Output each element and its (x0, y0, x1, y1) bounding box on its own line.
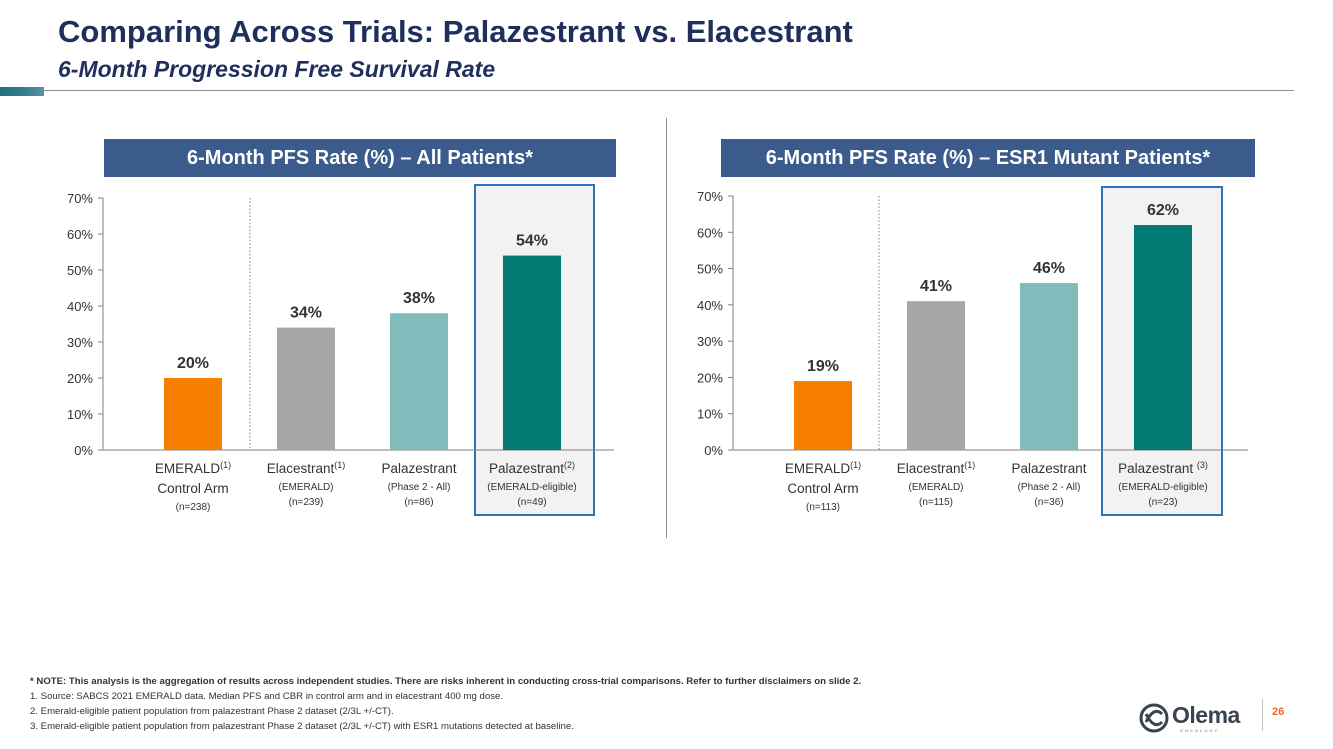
olema-logo-icon (1139, 703, 1169, 733)
y-tick-label: 50% (697, 262, 723, 277)
x-category-sublabel: Control Arm (787, 481, 858, 496)
bar (907, 301, 965, 450)
panel-divider (666, 118, 667, 538)
y-tick-label: 70% (697, 189, 723, 204)
footnote-3: 3. Emerald-eligible patient population f… (30, 721, 574, 732)
y-tick-label: 50% (67, 263, 93, 278)
logo-separator (1262, 699, 1263, 731)
x-category-n: (n=36) (1034, 497, 1063, 508)
footnote-1: 1. Source: SABCS 2021 EMERALD data. Medi… (30, 691, 504, 702)
x-category-n: (n=49) (517, 497, 546, 508)
y-tick-label: 60% (697, 225, 723, 240)
bar (277, 327, 335, 450)
x-category-label: Palazestrant (1011, 461, 1086, 476)
bar (794, 381, 852, 450)
y-tick-label: 60% (67, 227, 93, 242)
x-category-sublabel: (Phase 2 - All) (1018, 482, 1081, 493)
data-label: 20% (177, 355, 209, 372)
x-category-label: Elacestrant(1) (267, 460, 346, 476)
x-category-label: Palazestrant (3) (1118, 460, 1208, 476)
y-tick-label: 20% (697, 370, 723, 385)
slide-subtitle: 6-Month Progression Free Survival Rate (58, 56, 496, 82)
x-category-sublabel: (EMERALD) (908, 482, 963, 493)
bar (390, 313, 448, 450)
data-label: 41% (920, 278, 952, 295)
data-label: 34% (290, 305, 322, 322)
x-category-n: (n=113) (806, 502, 840, 513)
right-chart-title: 6-Month PFS Rate (%) – ESR1 Mutant Patie… (721, 139, 1255, 177)
y-tick-label: 30% (67, 335, 93, 350)
x-category-label: EMERALD(1) (785, 460, 861, 476)
x-category-n: (n=238) (176, 502, 211, 513)
logo-subtext: ONCOLOGY (1180, 728, 1220, 733)
bar (503, 255, 561, 450)
x-category-n: (n=115) (919, 497, 953, 508)
right-bar-chart: 0% 10% 20% 30% 40% 50% 60% 70% 19% EMERALD(1) Cont… (697, 186, 1248, 516)
page-number: 26 (1272, 706, 1285, 718)
title-divider (44, 90, 1294, 91)
y-tick-label: 70% (67, 191, 93, 206)
y-tick-label: 10% (697, 407, 723, 422)
y-tick-label: 10% (67, 407, 93, 422)
x-category-sublabel: (Phase 2 - All) (388, 482, 451, 493)
y-tick-label: 40% (67, 299, 93, 314)
logo-wordmark: Olema (1172, 702, 1240, 728)
bar (164, 378, 222, 450)
x-category-sublabel: Control Arm (157, 481, 228, 496)
y-tick-label: 30% (697, 334, 723, 349)
data-label: 62% (1147, 202, 1179, 219)
data-label: 54% (516, 233, 548, 250)
x-category-sublabel: (EMERALD-eligible) (1118, 482, 1207, 493)
footnotes: * NOTE: This analysis is the aggregation… (30, 674, 861, 734)
x-category-label: EMERALD(1) (155, 460, 231, 476)
x-category-sublabel: (EMERALD-eligible) (487, 482, 576, 493)
x-category-n: (n=23) (1148, 497, 1177, 508)
y-tick-label: 20% (67, 371, 93, 386)
x-category-sublabel: (EMERALD) (278, 482, 333, 493)
left-chart-title: 6-Month PFS Rate (%) – All Patients* (104, 139, 616, 177)
data-label: 19% (807, 358, 839, 375)
y-tick-label: 0% (74, 443, 93, 458)
data-label: 38% (403, 290, 435, 307)
y-tick-label: 40% (697, 298, 723, 313)
x-category-n: (n=86) (404, 497, 433, 508)
bar (1134, 225, 1192, 450)
footnote-2: 2. Emerald-eligible patient population f… (30, 706, 394, 717)
bar (1020, 283, 1078, 450)
x-category-label: Palazestrant(2) (489, 460, 575, 476)
title-accent-bar (0, 87, 44, 96)
x-category-label: Elacestrant(1) (897, 460, 976, 476)
footnote-note: * NOTE: This analysis is the aggregation… (30, 676, 862, 687)
slide-title: Comparing Across Trials: Palazestrant vs… (58, 14, 853, 49)
y-tick-label: 0% (704, 443, 723, 458)
left-bar-chart: 0% 10% 20% 30% 40% 50% 60% 70% 20% EMERALD(1) Cont… (67, 184, 614, 516)
data-label: 46% (1033, 260, 1065, 277)
x-category-label: Palazestrant (381, 461, 456, 476)
x-category-n: (n=239) (289, 497, 324, 508)
